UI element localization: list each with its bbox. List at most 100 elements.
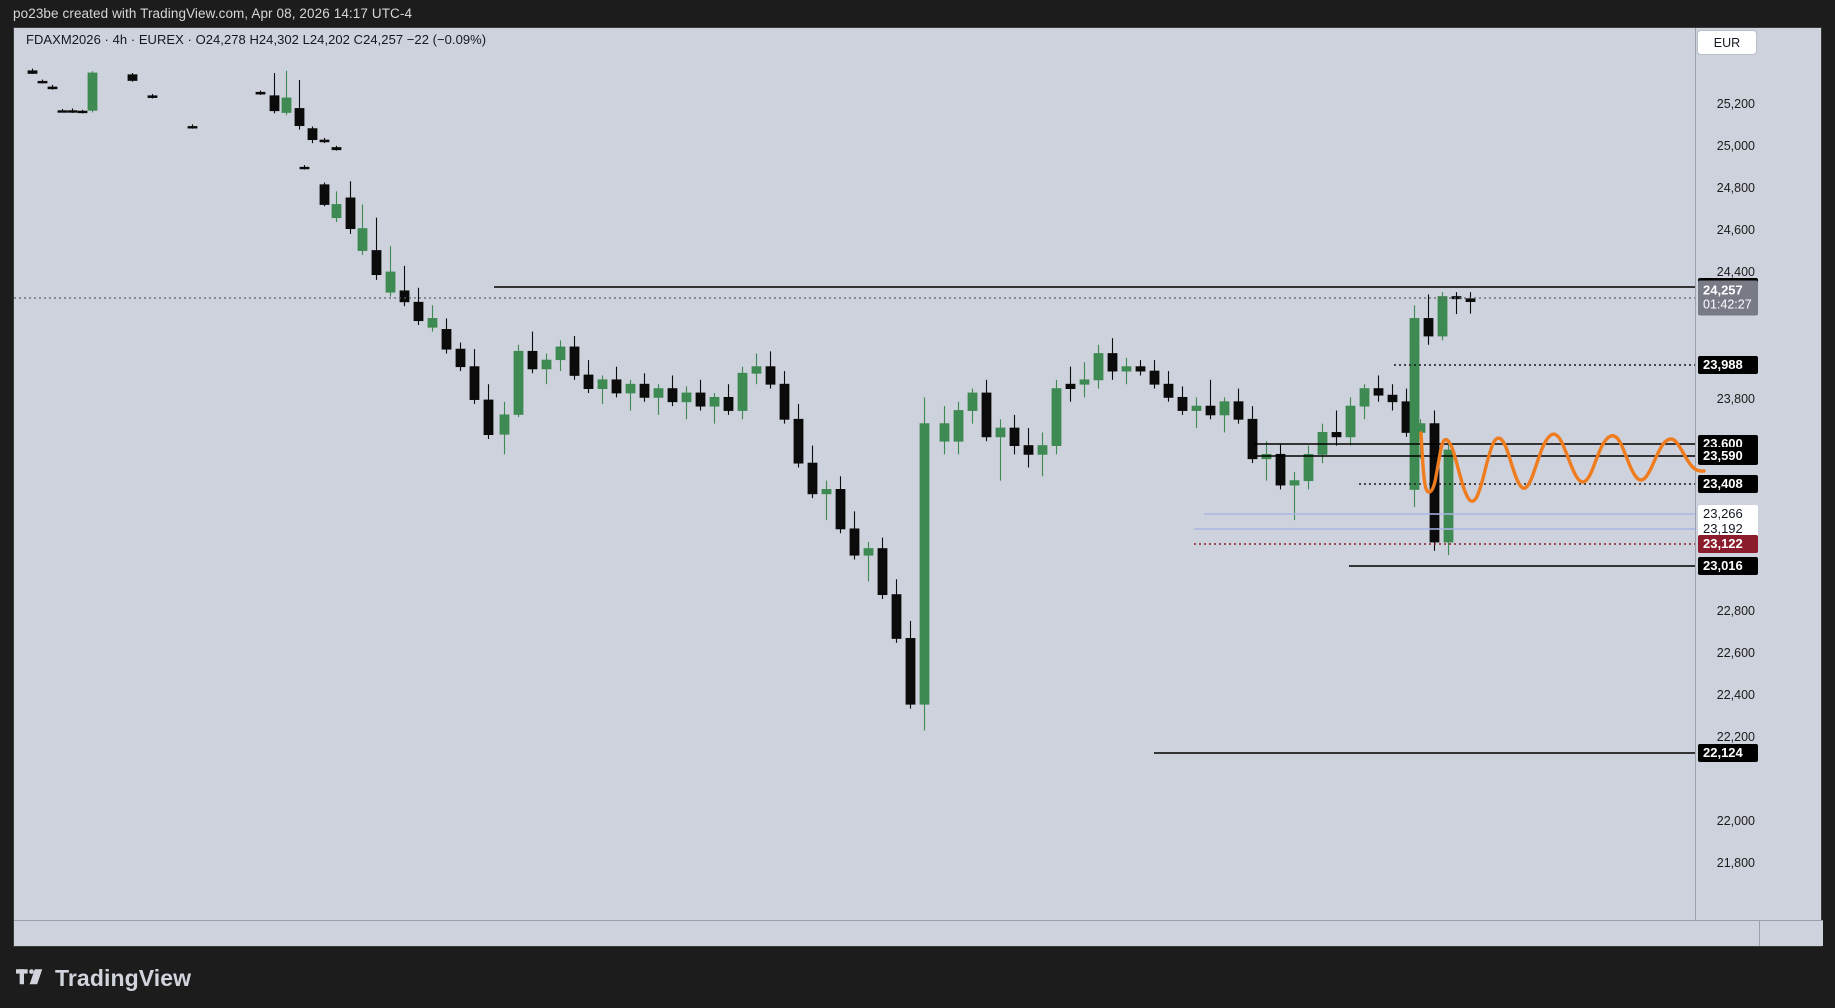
candle-body: [1163, 383, 1174, 398]
price-tick: 23,800: [1716, 392, 1755, 406]
candle-body: [821, 489, 832, 495]
price-level-pill[interactable]: 23,266: [1698, 505, 1758, 523]
candle-body: [981, 392, 992, 438]
price-level-pill[interactable]: 23,192: [1698, 520, 1758, 538]
candle-body: [779, 383, 790, 420]
candle-body: [1009, 427, 1020, 446]
candle-body: [87, 72, 98, 111]
candle-body: [127, 74, 138, 81]
currency-badge[interactable]: EUR: [1698, 31, 1756, 54]
current-price-pill[interactable]: 24,257 01:42:27: [1698, 280, 1758, 316]
candle-body: [255, 91, 266, 95]
candle-body: [57, 110, 68, 113]
candle-body: [1387, 394, 1398, 403]
candle-body: [1023, 445, 1034, 455]
candle-body: [483, 399, 494, 436]
candle-body: [147, 95, 158, 98]
price-tick: 21,800: [1716, 856, 1755, 870]
candle-body: [1219, 401, 1230, 416]
candle-body: [611, 379, 622, 394]
tradingview-logo-icon: [16, 969, 43, 985]
candle-body: [1409, 318, 1420, 490]
candle-body: [1359, 388, 1370, 407]
candle-body: [1373, 388, 1384, 396]
candle-body: [455, 348, 466, 368]
candle-body: [541, 359, 552, 370]
ohlc-legend: FDAXM2026 · 4h · EUREX · O24,278 H24,302…: [26, 32, 487, 47]
candle-body: [939, 423, 950, 442]
candle-body: [1205, 405, 1216, 416]
candle-body: [281, 97, 292, 113]
level-lines: [14, 286, 1759, 754]
candle-body: [399, 290, 410, 303]
price-tick: 22,600: [1716, 646, 1755, 660]
price-level-pill[interactable]: 23,016: [1698, 557, 1758, 575]
candle-body: [891, 594, 902, 639]
candle-body: [555, 346, 566, 361]
candle-body: [345, 197, 356, 230]
candle-body: [357, 228, 368, 251]
candle-body: [269, 95, 280, 112]
price-level-pill[interactable]: 23,408: [1698, 475, 1758, 493]
candle-body: [995, 427, 1006, 438]
candle-body: [307, 128, 318, 141]
watermark-bar: po23be created with TradingView.com, Apr…: [0, 0, 1835, 27]
candle-body: [905, 638, 916, 705]
candle-body: [427, 318, 438, 328]
price-level-pill[interactable]: 23,590: [1698, 447, 1758, 465]
time-scale[interactable]: [14, 920, 1823, 946]
price-tick: 25,000: [1716, 139, 1755, 153]
candle-body: [299, 166, 310, 170]
candle-body: [37, 80, 48, 84]
candle-body: [835, 489, 846, 530]
candle-body: [737, 372, 748, 411]
candle-body: [441, 329, 452, 350]
candle-body: [319, 184, 330, 205]
price-level-pill[interactable]: 22,124: [1698, 744, 1758, 762]
candle-body: [1465, 298, 1476, 302]
candle-body: [413, 301, 424, 322]
price-tick: 22,400: [1716, 688, 1755, 702]
candle-body: [371, 250, 382, 276]
candle-body: [331, 147, 342, 151]
price-level-pill[interactable]: 23,988: [1698, 356, 1758, 374]
price-tick: 22,800: [1716, 604, 1755, 618]
tradingview-logo[interactable]: TradingView: [16, 965, 191, 992]
candle-body: [385, 271, 396, 293]
candle-body: [639, 383, 650, 398]
price-level-pill[interactable]: 23,122: [1698, 535, 1758, 553]
tradingview-wordmark: TradingView: [55, 964, 192, 991]
candle-body: [765, 366, 776, 385]
current-price-value: 24,257: [1703, 282, 1743, 298]
candle-body: [1191, 405, 1202, 411]
price-scale[interactable]: EUR 25,200 25,000 24,800 24,600 24,400 23,800…: [1695, 28, 1759, 922]
candle-body: [187, 126, 198, 129]
candle-body: [919, 423, 930, 705]
candle-body: [469, 366, 480, 400]
candle-body: [569, 346, 580, 376]
candle-body: [294, 108, 305, 126]
chart-plot-area[interactable]: BSL/SIBI wndogpWHpDHndogvibvibC.E. pDpDL…: [14, 28, 1759, 922]
candle-body: [807, 462, 818, 495]
price-tick: 24,600: [1716, 223, 1755, 237]
candle-body: [877, 548, 888, 596]
candle-body: [1135, 366, 1146, 372]
candle-body: [513, 350, 524, 415]
candle-body: [1079, 379, 1090, 385]
candle-body: [1331, 432, 1342, 438]
candle-body: [77, 110, 88, 114]
candle-body: [1093, 353, 1104, 381]
candle-body: [1051, 388, 1062, 446]
candle-body: [1275, 453, 1286, 486]
candle-body: [967, 392, 978, 411]
price-tick: 24,400: [1716, 265, 1755, 279]
candle-body: [27, 70, 38, 74]
candle-body: [1037, 445, 1048, 455]
candle-body: [1149, 370, 1160, 385]
price-tick: 22,000: [1716, 814, 1755, 828]
candle-body: [1289, 480, 1300, 486]
time-scale-corner: [1759, 920, 1823, 946]
price-tick: 22,200: [1716, 730, 1755, 744]
candle-body: [1247, 418, 1258, 460]
